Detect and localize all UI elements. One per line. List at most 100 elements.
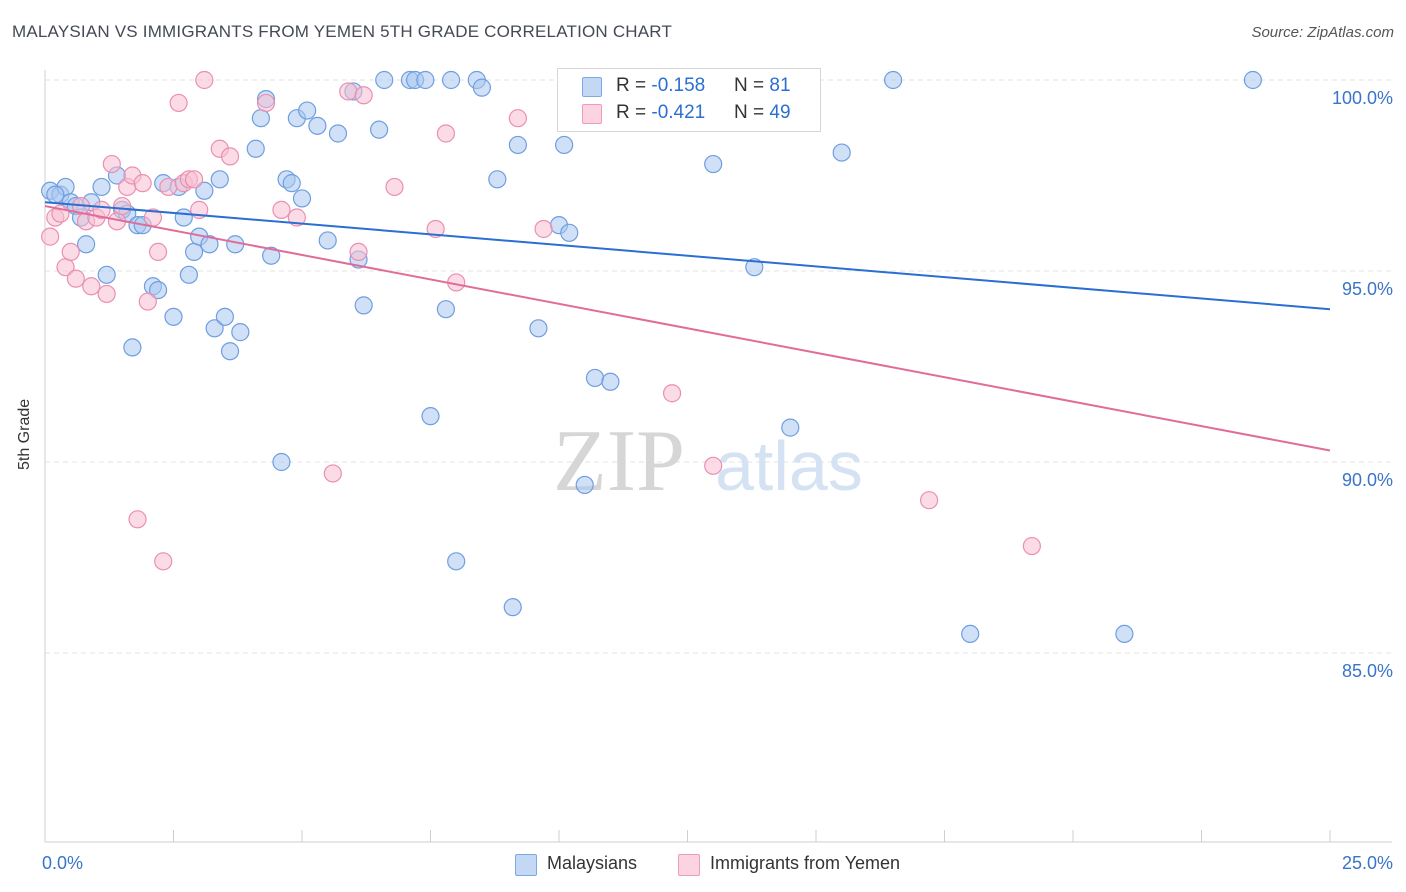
yemen-point	[323, 464, 342, 483]
legend-n-label: N =	[734, 102, 770, 123]
malaysian-point	[179, 265, 199, 284]
legend-r-text: R = -0.421	[616, 102, 705, 124]
legend-swatch-pink	[582, 104, 602, 124]
axis-layer: 85.0% 90.0% 95.0% 100.0% 0.0% 25.0%	[42, 70, 1393, 873]
malaysian-point	[231, 323, 250, 342]
yemen-point	[112, 196, 132, 216]
malaysian-point	[447, 552, 466, 571]
malaysian-point	[220, 342, 240, 361]
bottom-legend-label: Malaysians	[547, 853, 638, 873]
malaysian-point	[215, 307, 234, 326]
legend-swatch-blue	[582, 77, 602, 97]
yemen-point	[148, 242, 168, 261]
yemen-point	[195, 70, 214, 90]
malaysian-point	[781, 418, 800, 437]
points-layer	[41, 70, 1263, 644]
legend-r-value: -0.158	[651, 75, 706, 96]
legend-n-value: 81	[769, 75, 791, 96]
malaysian-point	[205, 319, 224, 338]
yemen-point	[159, 177, 178, 197]
yemen-point	[385, 177, 404, 197]
legend-r-label: R =	[616, 75, 652, 96]
yemen-point	[349, 242, 368, 261]
malaysian-point	[488, 170, 507, 189]
malaysian-point	[1115, 624, 1134, 644]
malaysian-point	[832, 143, 851, 162]
malaysian-point	[272, 452, 291, 472]
malaysian-point	[318, 231, 337, 250]
malaysian-point	[441, 70, 461, 90]
yemen-point	[220, 147, 240, 166]
malaysian-point	[164, 307, 183, 326]
chart-title: MALAYSIAN VS IMMIGRANTS FROM YEMEN 5TH G…	[12, 22, 673, 41]
malaysian-point	[308, 116, 327, 135]
malaysian-point	[210, 170, 229, 189]
yemen-point	[154, 552, 173, 571]
malaysian-point	[282, 174, 301, 193]
yemen-point	[919, 491, 939, 510]
watermark-zip: ZIP	[553, 413, 685, 510]
malaysian-point	[46, 185, 65, 204]
yemen-point	[184, 170, 204, 189]
source-label: Source: ZipAtlas.com	[1251, 24, 1394, 41]
malaysian-point	[601, 372, 620, 391]
yemen-point	[508, 109, 527, 128]
yemen-point	[66, 269, 85, 288]
yemen-trend-line	[44, 205, 1331, 452]
yemen-point	[287, 208, 306, 227]
malaysian-point	[97, 265, 116, 284]
malaysian-point	[370, 120, 389, 139]
watermark-atlas: atlas	[715, 427, 863, 505]
yemen-point	[339, 82, 358, 101]
stats-legend: R = -0.158 N = 81 R = -0.421 N = 49	[557, 68, 821, 132]
y-tick-label: 95.0%	[1342, 279, 1393, 299]
trend-layer	[44, 201, 1331, 452]
yemen-point	[82, 277, 101, 296]
y-tick-label: 90.0%	[1342, 470, 1393, 490]
malaysian-point	[195, 181, 214, 200]
malaysian-point	[77, 235, 96, 254]
legend-r-value: -0.421	[651, 102, 706, 123]
x-tick-label: 25.0%	[1342, 853, 1393, 873]
x-tick-label: 0.0%	[42, 853, 83, 873]
yemen-point	[133, 174, 152, 193]
y-tick-label: 85.0%	[1342, 661, 1393, 681]
malaysian-point	[174, 208, 193, 227]
malaysian-point	[354, 296, 373, 315]
bottom-legend-swatch-pink	[678, 854, 700, 876]
legend-r-label: R =	[616, 102, 652, 123]
malaysian-point	[251, 109, 270, 128]
yemen-point	[169, 93, 188, 113]
malaysian-point	[123, 338, 142, 357]
legend-n-value: 49	[769, 102, 791, 123]
malaysian-point	[262, 246, 281, 265]
malaysian-point	[298, 101, 317, 120]
legend-n-text: N = 49	[734, 102, 791, 124]
malaysian-point	[503, 598, 522, 617]
malaysian-point	[92, 177, 111, 197]
malaysian-point	[745, 258, 764, 277]
yemen-point	[256, 93, 276, 113]
bottom-legend-label: Immigrants from Yemen	[710, 853, 901, 873]
malaysian-point	[1243, 70, 1263, 90]
y-tick-label: 100.0%	[1332, 88, 1393, 108]
malaysian-point	[246, 139, 265, 158]
yemen-point	[354, 86, 373, 105]
malaysian-point	[575, 475, 594, 495]
malaysian-point	[148, 281, 168, 300]
yemen-point	[102, 154, 121, 174]
legend-n-text: N = 81	[734, 75, 791, 97]
malaysian-point	[883, 70, 903, 90]
malaysian-point	[375, 70, 394, 90]
yemen-point	[426, 219, 445, 239]
malaysian-point	[184, 242, 204, 261]
malaysian-point	[421, 407, 440, 426]
yemen-point	[97, 284, 116, 304]
watermark: ZIP atlas	[553, 413, 863, 510]
yemen-point	[436, 124, 456, 143]
yemen-point	[272, 200, 291, 219]
malaysian-point	[292, 189, 312, 208]
malaysian-point	[436, 300, 456, 319]
malaysian-point	[529, 319, 548, 338]
